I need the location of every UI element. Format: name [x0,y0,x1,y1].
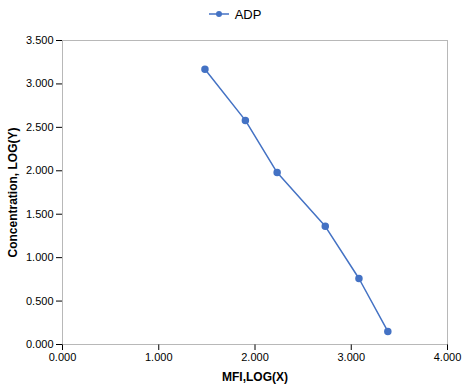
svg-text:2.500: 2.500 [26,121,54,133]
svg-text:1.000: 1.000 [26,251,54,263]
svg-text:2.000: 2.000 [26,164,54,176]
svg-text:3.000: 3.000 [26,77,54,89]
svg-text:0.000: 0.000 [49,351,77,363]
svg-text:2.000: 2.000 [241,351,269,363]
svg-text:4.000: 4.000 [434,351,462,363]
svg-text:3.000: 3.000 [337,351,365,363]
svg-text:3.500: 3.500 [26,34,54,46]
svg-text:Concentration, LOG(Y): Concentration, LOG(Y) [6,128,20,258]
svg-text:0.500: 0.500 [26,295,54,307]
svg-text:0.000: 0.000 [26,338,54,350]
html-text:ADP: ADP [234,6,262,22]
svg-text:1.500: 1.500 [26,208,54,220]
svg-text:1.000: 1.000 [145,351,173,363]
svg-text:MFI,LOG(X): MFI,LOG(X) [222,370,288,384]
